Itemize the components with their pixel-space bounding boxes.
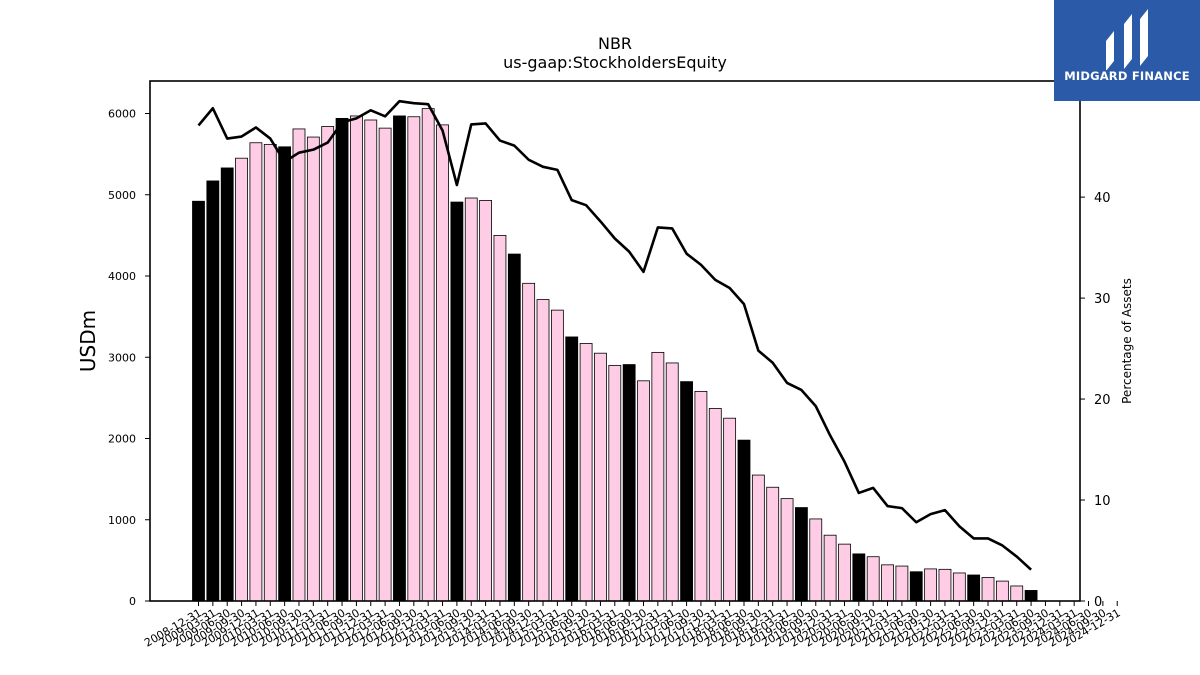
bar bbox=[924, 568, 938, 602]
bar bbox=[550, 309, 564, 602]
bar bbox=[838, 543, 851, 602]
bar bbox=[306, 136, 320, 602]
bar bbox=[536, 299, 550, 602]
chart-title: NBR bbox=[598, 34, 632, 53]
bar bbox=[364, 119, 378, 602]
bar bbox=[866, 556, 880, 602]
bar bbox=[665, 362, 679, 602]
logo-mark-icon bbox=[1106, 9, 1148, 70]
bar bbox=[694, 390, 708, 602]
bar bbox=[349, 115, 363, 602]
bar bbox=[421, 108, 435, 602]
bar bbox=[751, 474, 765, 602]
y2-tick-label: 0 bbox=[1094, 595, 1102, 610]
percentage-line bbox=[197, 99, 1032, 571]
bar bbox=[737, 439, 751, 602]
bar bbox=[292, 128, 306, 602]
y-tick-label: 4000 bbox=[108, 270, 136, 283]
bar bbox=[608, 364, 622, 602]
bar bbox=[249, 142, 263, 602]
bar bbox=[479, 200, 493, 602]
bar bbox=[809, 518, 823, 602]
bar bbox=[321, 126, 335, 602]
bar bbox=[780, 498, 794, 602]
bar bbox=[220, 167, 234, 602]
bar bbox=[708, 408, 722, 602]
bar bbox=[823, 534, 837, 602]
bar bbox=[795, 507, 808, 602]
bar bbox=[407, 116, 421, 602]
y-tick-label: 5000 bbox=[108, 189, 136, 202]
bar bbox=[192, 200, 205, 602]
y-tick-label: 6000 bbox=[108, 108, 136, 121]
bar bbox=[378, 127, 392, 602]
y2-axis: 0 10 20 30 40 bbox=[1080, 191, 1111, 610]
brand-logo: MIDGARD FINANCE bbox=[1054, 0, 1200, 101]
y-axis-label: USDm bbox=[76, 310, 100, 372]
bar bbox=[206, 180, 220, 602]
bar bbox=[967, 574, 981, 602]
bar bbox=[1010, 585, 1024, 602]
bar bbox=[766, 486, 780, 602]
y2-tick-label: 30 bbox=[1094, 292, 1111, 307]
bar bbox=[565, 336, 579, 602]
bar bbox=[881, 564, 894, 602]
y-tick-label: 0 bbox=[129, 595, 136, 608]
bar bbox=[393, 115, 406, 602]
y2-tick-label: 40 bbox=[1094, 191, 1111, 206]
y2-axis-label: Percentage of Assets bbox=[1120, 278, 1134, 404]
bar bbox=[579, 343, 593, 602]
bar bbox=[507, 253, 521, 602]
bar bbox=[235, 157, 248, 602]
x-axis: 2008-12-312009-03-312009-06-302009-09-30… bbox=[142, 601, 1123, 650]
bar bbox=[464, 197, 478, 602]
bar bbox=[852, 553, 866, 602]
bar bbox=[938, 568, 952, 602]
bar bbox=[909, 571, 923, 602]
y-tick-label: 3000 bbox=[108, 351, 136, 364]
chart-subtitle: us-gaap:StockholdersEquity bbox=[503, 53, 727, 72]
bar bbox=[680, 381, 693, 602]
bar bbox=[651, 351, 665, 602]
bar bbox=[594, 352, 607, 602]
bar bbox=[723, 417, 737, 602]
y-tick-label: 2000 bbox=[108, 433, 136, 446]
bar bbox=[493, 234, 507, 602]
y-axis: 0 1000 2000 3000 4000 5000 6000 bbox=[108, 108, 150, 608]
bar bbox=[637, 380, 650, 602]
bar bbox=[450, 201, 464, 602]
bar bbox=[335, 117, 349, 602]
bar bbox=[436, 124, 449, 602]
bar bbox=[522, 282, 536, 602]
bar bbox=[622, 364, 636, 602]
percentage-series-line bbox=[197, 99, 1032, 571]
bar bbox=[981, 577, 995, 602]
bar bbox=[995, 580, 1009, 602]
y-tick-label: 1000 bbox=[108, 514, 136, 527]
bar bbox=[278, 146, 292, 602]
bar bbox=[895, 565, 909, 602]
bars bbox=[192, 108, 1038, 602]
bar bbox=[263, 143, 277, 602]
bar bbox=[1024, 590, 1038, 602]
bar bbox=[952, 572, 966, 602]
y2-tick-label: 20 bbox=[1094, 393, 1111, 408]
y2-tick-label: 10 bbox=[1094, 494, 1111, 509]
logo-text: MIDGARD FINANCE bbox=[1064, 69, 1190, 83]
